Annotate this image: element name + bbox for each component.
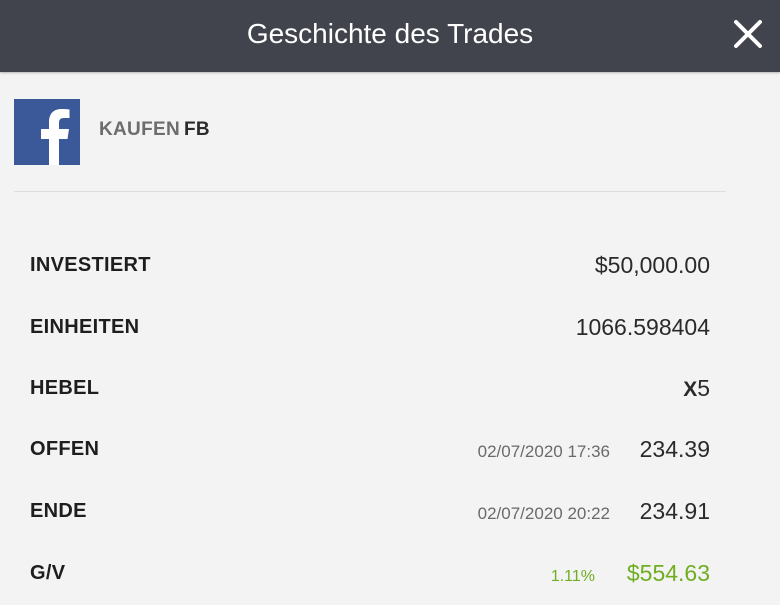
- open-label: OFFEN: [30, 438, 100, 460]
- close-label: ENDE: [30, 500, 87, 522]
- leverage-prefix: X: [683, 378, 698, 401]
- modal-title: Geschichte des Trades: [246, 18, 534, 49]
- units-label: EINHEITEN: [30, 316, 140, 338]
- facebook-logo-icon: [14, 99, 80, 165]
- modal-header: Geschichte des Trades: [0, 0, 780, 72]
- leverage-amount: 5: [697, 375, 710, 401]
- row-leverage: HEBEL X5: [30, 369, 710, 409]
- row-units: EINHEITEN 1066.598404: [30, 308, 710, 348]
- row-invested: INVESTIERT $50,000.00: [30, 246, 710, 286]
- pnl-value: $554.63: [626, 560, 710, 586]
- row-close: ENDE 02/07/2020 20:22 234.91: [30, 492, 710, 532]
- close-button[interactable]: [730, 16, 766, 52]
- close-icon: [734, 20, 762, 48]
- row-open: OFFEN 02/07/2020 17:36 234.39: [30, 430, 710, 470]
- pnl-label: G/V: [30, 562, 66, 584]
- row-pnl: G/V 1.11% $554.63: [30, 554, 710, 594]
- invested-label: INVESTIERT: [30, 254, 151, 276]
- open-price: 234.39: [639, 436, 710, 462]
- open-datetime: 02/07/2020 17:36: [477, 442, 610, 461]
- asset-symbol: FB: [183, 119, 210, 140]
- divider: [14, 191, 726, 192]
- close-price: 234.91: [639, 498, 710, 524]
- trade-direction: KAUFEN FB: [99, 119, 210, 141]
- pnl-percent: 1.11%: [550, 568, 595, 585]
- asset-info: KAUFEN FB: [14, 99, 726, 165]
- trade-action: KAUFEN: [99, 119, 180, 140]
- leverage-value: X5: [683, 375, 710, 402]
- invested-value: $50,000.00: [594, 252, 710, 278]
- close-datetime: 02/07/2020 20:22: [477, 504, 610, 523]
- leverage-label: HEBEL: [30, 377, 100, 399]
- units-value: 1066.598404: [575, 314, 710, 340]
